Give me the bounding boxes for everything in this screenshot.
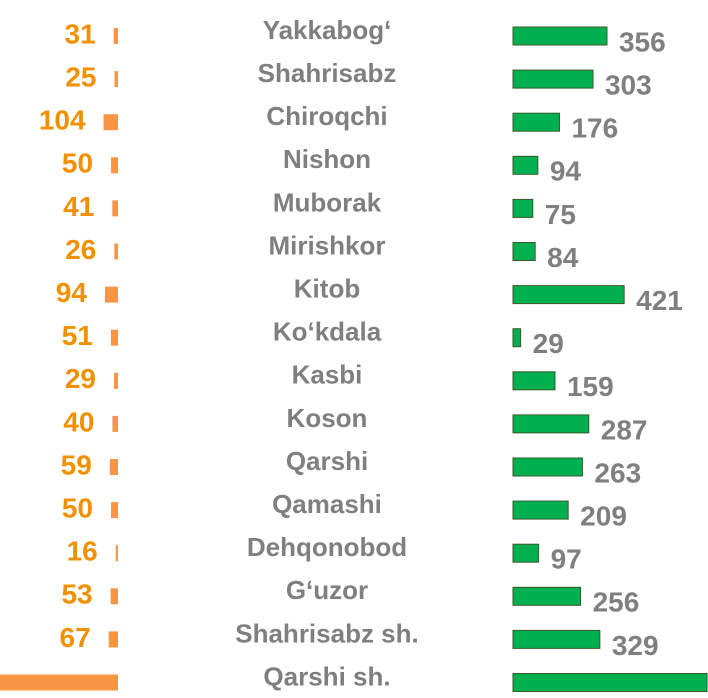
category-label: Dehqonobod (247, 532, 407, 562)
value-label: 421 (636, 285, 683, 316)
category-label: Shahrisabz (258, 58, 397, 88)
value-label: 104 (39, 105, 86, 136)
category-label: Qamashi (272, 489, 382, 519)
value-label: 26 (65, 234, 96, 265)
category-label: Yakkabog‘ (263, 15, 392, 45)
value-label: 329 (612, 630, 659, 661)
bar (103, 114, 118, 131)
category-label: Mirishkor (268, 230, 385, 260)
category-label: G‘uzor (286, 575, 368, 605)
value-label: 16 (67, 536, 98, 567)
bar (512, 242, 536, 261)
category-label: Kasbi (292, 360, 363, 390)
value-label: 263 (594, 457, 641, 488)
value-label: 209 (580, 500, 627, 531)
category-label: Nishon (283, 144, 371, 174)
bar (111, 502, 118, 519)
bar (109, 459, 118, 475)
category-label: Ko‘kdala (273, 317, 382, 347)
bar (110, 329, 118, 346)
bar (112, 200, 118, 217)
bar (112, 415, 118, 432)
value-label: 59 (61, 449, 92, 480)
bar (512, 155, 539, 175)
bar (512, 26, 608, 46)
category-label: Qarshi sh. (263, 661, 390, 691)
bar (115, 545, 118, 562)
category-label: Qarshi (286, 446, 368, 476)
value-label: 31 (65, 18, 96, 49)
bar (0, 674, 119, 691)
category-label: Chiroqchi (266, 101, 387, 131)
value-label: 287 (601, 414, 648, 445)
value-label: 176 (571, 113, 618, 144)
value-label: 303 (605, 69, 652, 100)
value-label: 50 (62, 148, 93, 179)
bar (114, 71, 118, 88)
bar (512, 500, 569, 520)
value-label: 356 (619, 26, 666, 57)
category-label: Koson (287, 403, 368, 433)
value-label: 29 (65, 363, 96, 394)
value-label: 41 (63, 191, 94, 222)
value-label: 51 (62, 320, 93, 351)
bar (113, 372, 118, 389)
value-label: 67 (60, 622, 91, 653)
value-label: 50 (62, 492, 93, 523)
bar (512, 629, 601, 649)
bar (512, 112, 560, 132)
bar (512, 586, 582, 606)
bar (512, 673, 708, 692)
bar (111, 157, 118, 174)
category-label: Shahrisabz sh. (235, 618, 419, 648)
value-label: 75 (545, 199, 576, 230)
bar (512, 198, 534, 218)
value-label: 25 (65, 61, 96, 92)
value-label: 97 (551, 544, 582, 575)
bar (512, 69, 594, 89)
value-label: 159 (567, 371, 614, 402)
bar (108, 631, 118, 648)
value-label: 256 (593, 587, 640, 618)
bar (512, 285, 625, 305)
value-label: 29 (533, 328, 564, 359)
bar (104, 286, 118, 303)
bar (512, 371, 556, 391)
value-label: 40 (63, 406, 94, 437)
bar (110, 588, 118, 605)
bar (512, 328, 522, 348)
bar (113, 28, 118, 44)
category-label: Kitob (294, 273, 360, 303)
bar (512, 543, 540, 563)
value-label: 94 (550, 156, 582, 187)
value-label: 53 (61, 579, 92, 610)
bar (114, 243, 118, 260)
category-label: Muborak (273, 187, 382, 217)
value-label: 84 (547, 242, 579, 273)
bar (512, 414, 590, 434)
value-label: 94 (56, 277, 88, 308)
bar (512, 457, 583, 477)
